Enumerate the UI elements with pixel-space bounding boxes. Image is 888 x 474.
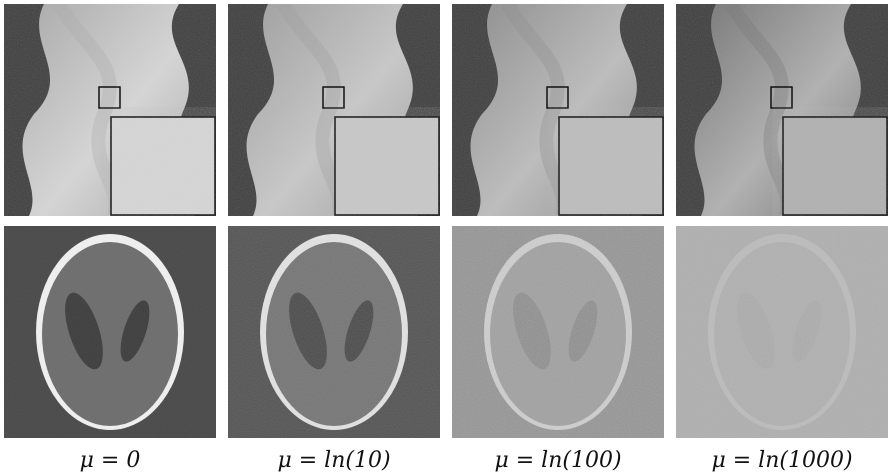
sinogram-image: [676, 4, 888, 216]
phantom-reconstruction: [676, 226, 888, 438]
sinogram-image: [228, 4, 440, 216]
phantom-reconstruction: [228, 226, 440, 438]
panel-label: μ = 0: [79, 448, 141, 473]
phantom-reconstruction: [452, 226, 664, 438]
sinogram-image: [4, 4, 216, 216]
sinogram-image: [452, 4, 664, 216]
phantom-reconstruction: [4, 226, 216, 438]
panel-label: μ = ln(10): [277, 448, 391, 473]
panel-label: μ = ln(100): [494, 448, 622, 473]
panel-label: μ = ln(1000): [711, 448, 853, 473]
